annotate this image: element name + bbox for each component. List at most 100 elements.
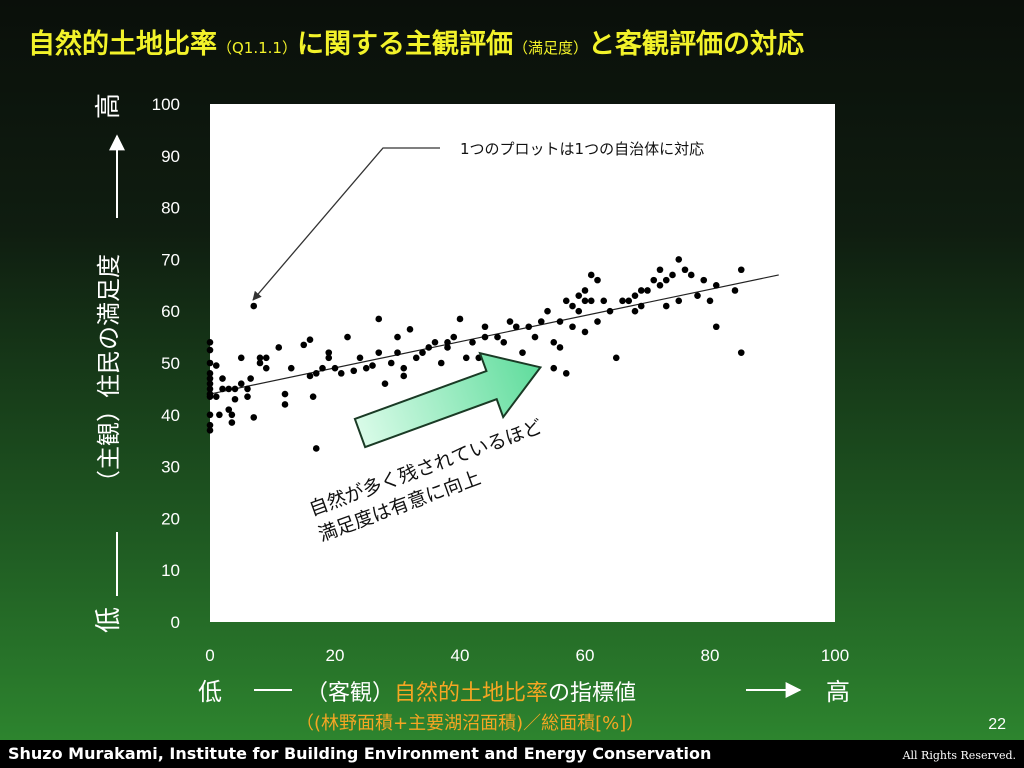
data-point: [694, 292, 701, 299]
data-point: [375, 315, 383, 323]
data-point: [225, 406, 233, 413]
data-point: [225, 385, 233, 393]
data-point: [700, 276, 708, 284]
y-axis-low: 低: [94, 607, 124, 633]
data-point: [216, 411, 223, 419]
data-point: [206, 393, 214, 400]
data-point: [569, 302, 576, 310]
x-axis-suffix: の指標値: [548, 681, 636, 706]
data-point: [444, 338, 451, 346]
data-point: [737, 266, 745, 274]
data-point: [262, 364, 270, 372]
data-point: [600, 297, 608, 305]
data-point: [456, 315, 464, 323]
y-tick-label: 70: [161, 250, 180, 269]
data-point: [244, 385, 251, 393]
data-point: [306, 336, 314, 343]
data-point: [231, 395, 239, 403]
data-point: [212, 393, 220, 400]
data-point: [556, 318, 564, 325]
data-point: [712, 323, 720, 331]
x-tick-label: 60: [576, 646, 595, 665]
data-point: [431, 338, 439, 346]
data-point: [687, 271, 695, 279]
data-point: [331, 364, 339, 372]
data-point: [356, 354, 364, 362]
data-point: [581, 328, 589, 336]
data-points: [206, 256, 745, 452]
data-point: [637, 287, 645, 294]
data-point: [569, 323, 576, 331]
data-point: [247, 375, 254, 382]
data-point: [237, 354, 245, 362]
data-point: [244, 393, 251, 400]
title-paren2: （満足度）: [512, 39, 588, 57]
data-point: [550, 338, 558, 346]
x-axis-highlight: 自然的土地比率: [394, 681, 548, 706]
data-point: [306, 372, 314, 380]
data-point: [231, 385, 239, 393]
data-point: [450, 333, 458, 341]
data-point: [631, 292, 639, 299]
title-paren1: （Q1.1.1）: [217, 39, 297, 57]
data-point: [394, 333, 401, 341]
callout-pointer: [252, 147, 440, 301]
data-point: [206, 380, 214, 388]
data-point: [309, 393, 317, 400]
data-point: [544, 307, 551, 315]
data-point: [206, 427, 214, 434]
data-point: [712, 282, 720, 289]
data-point: [681, 266, 689, 274]
data-point: [656, 266, 664, 274]
trendline: [209, 274, 779, 395]
data-point: [344, 333, 351, 341]
data-point: [394, 349, 401, 356]
data-point: [206, 411, 214, 419]
data-point: [206, 385, 214, 393]
title-mid: に関する主観評価: [296, 29, 513, 60]
data-point: [625, 297, 633, 305]
x-axis-subtitle: （(林野面積+主要湖沼面積)／総面積[%]）: [296, 713, 644, 734]
data-point: [400, 372, 408, 380]
data-point: [556, 344, 564, 351]
x-tick-label: 0: [205, 646, 214, 665]
data-point: [212, 362, 220, 369]
data-point: [437, 359, 445, 367]
data-point: [462, 354, 470, 362]
data-point: [644, 287, 651, 294]
y-axis-label: （主観）住民の満足度: [95, 254, 123, 494]
data-point: [519, 349, 526, 356]
data-point: [575, 292, 583, 299]
data-point: [228, 411, 236, 419]
data-point: [512, 323, 520, 331]
rights-notice: All Rights Reserved.: [902, 749, 1016, 762]
data-point: [469, 338, 476, 346]
data-point: [250, 302, 258, 310]
y-tick-label: 20: [161, 509, 180, 528]
x-axis-prefix: （客観）: [306, 681, 394, 706]
data-point: [587, 271, 595, 279]
data-point: [669, 271, 676, 279]
y-axis-high: 高: [94, 93, 124, 119]
data-point: [312, 370, 320, 377]
data-point: [675, 297, 683, 305]
data-point: [325, 349, 333, 356]
data-point: [419, 349, 426, 356]
data-point: [612, 354, 620, 362]
y-tick-label: 30: [161, 458, 180, 477]
data-point: [350, 367, 358, 375]
data-point: [256, 359, 264, 367]
data-point: [581, 287, 589, 294]
data-point: [262, 354, 270, 362]
data-point: [650, 276, 658, 284]
scatter-chart: 0 10 20 30 40 50 60 70 80 90 100 0 20 40 60 80 100 1つのプ…: [94, 93, 802, 734]
data-point: [594, 276, 601, 284]
title-main: 自然的土地比率: [28, 29, 217, 60]
y-tick-label: 40: [161, 406, 180, 425]
data-point: [237, 380, 245, 388]
data-point: [506, 318, 514, 325]
data-point: [637, 302, 645, 310]
y-tick-label: 90: [161, 147, 180, 166]
data-point: [656, 282, 664, 289]
data-point: [250, 414, 258, 421]
